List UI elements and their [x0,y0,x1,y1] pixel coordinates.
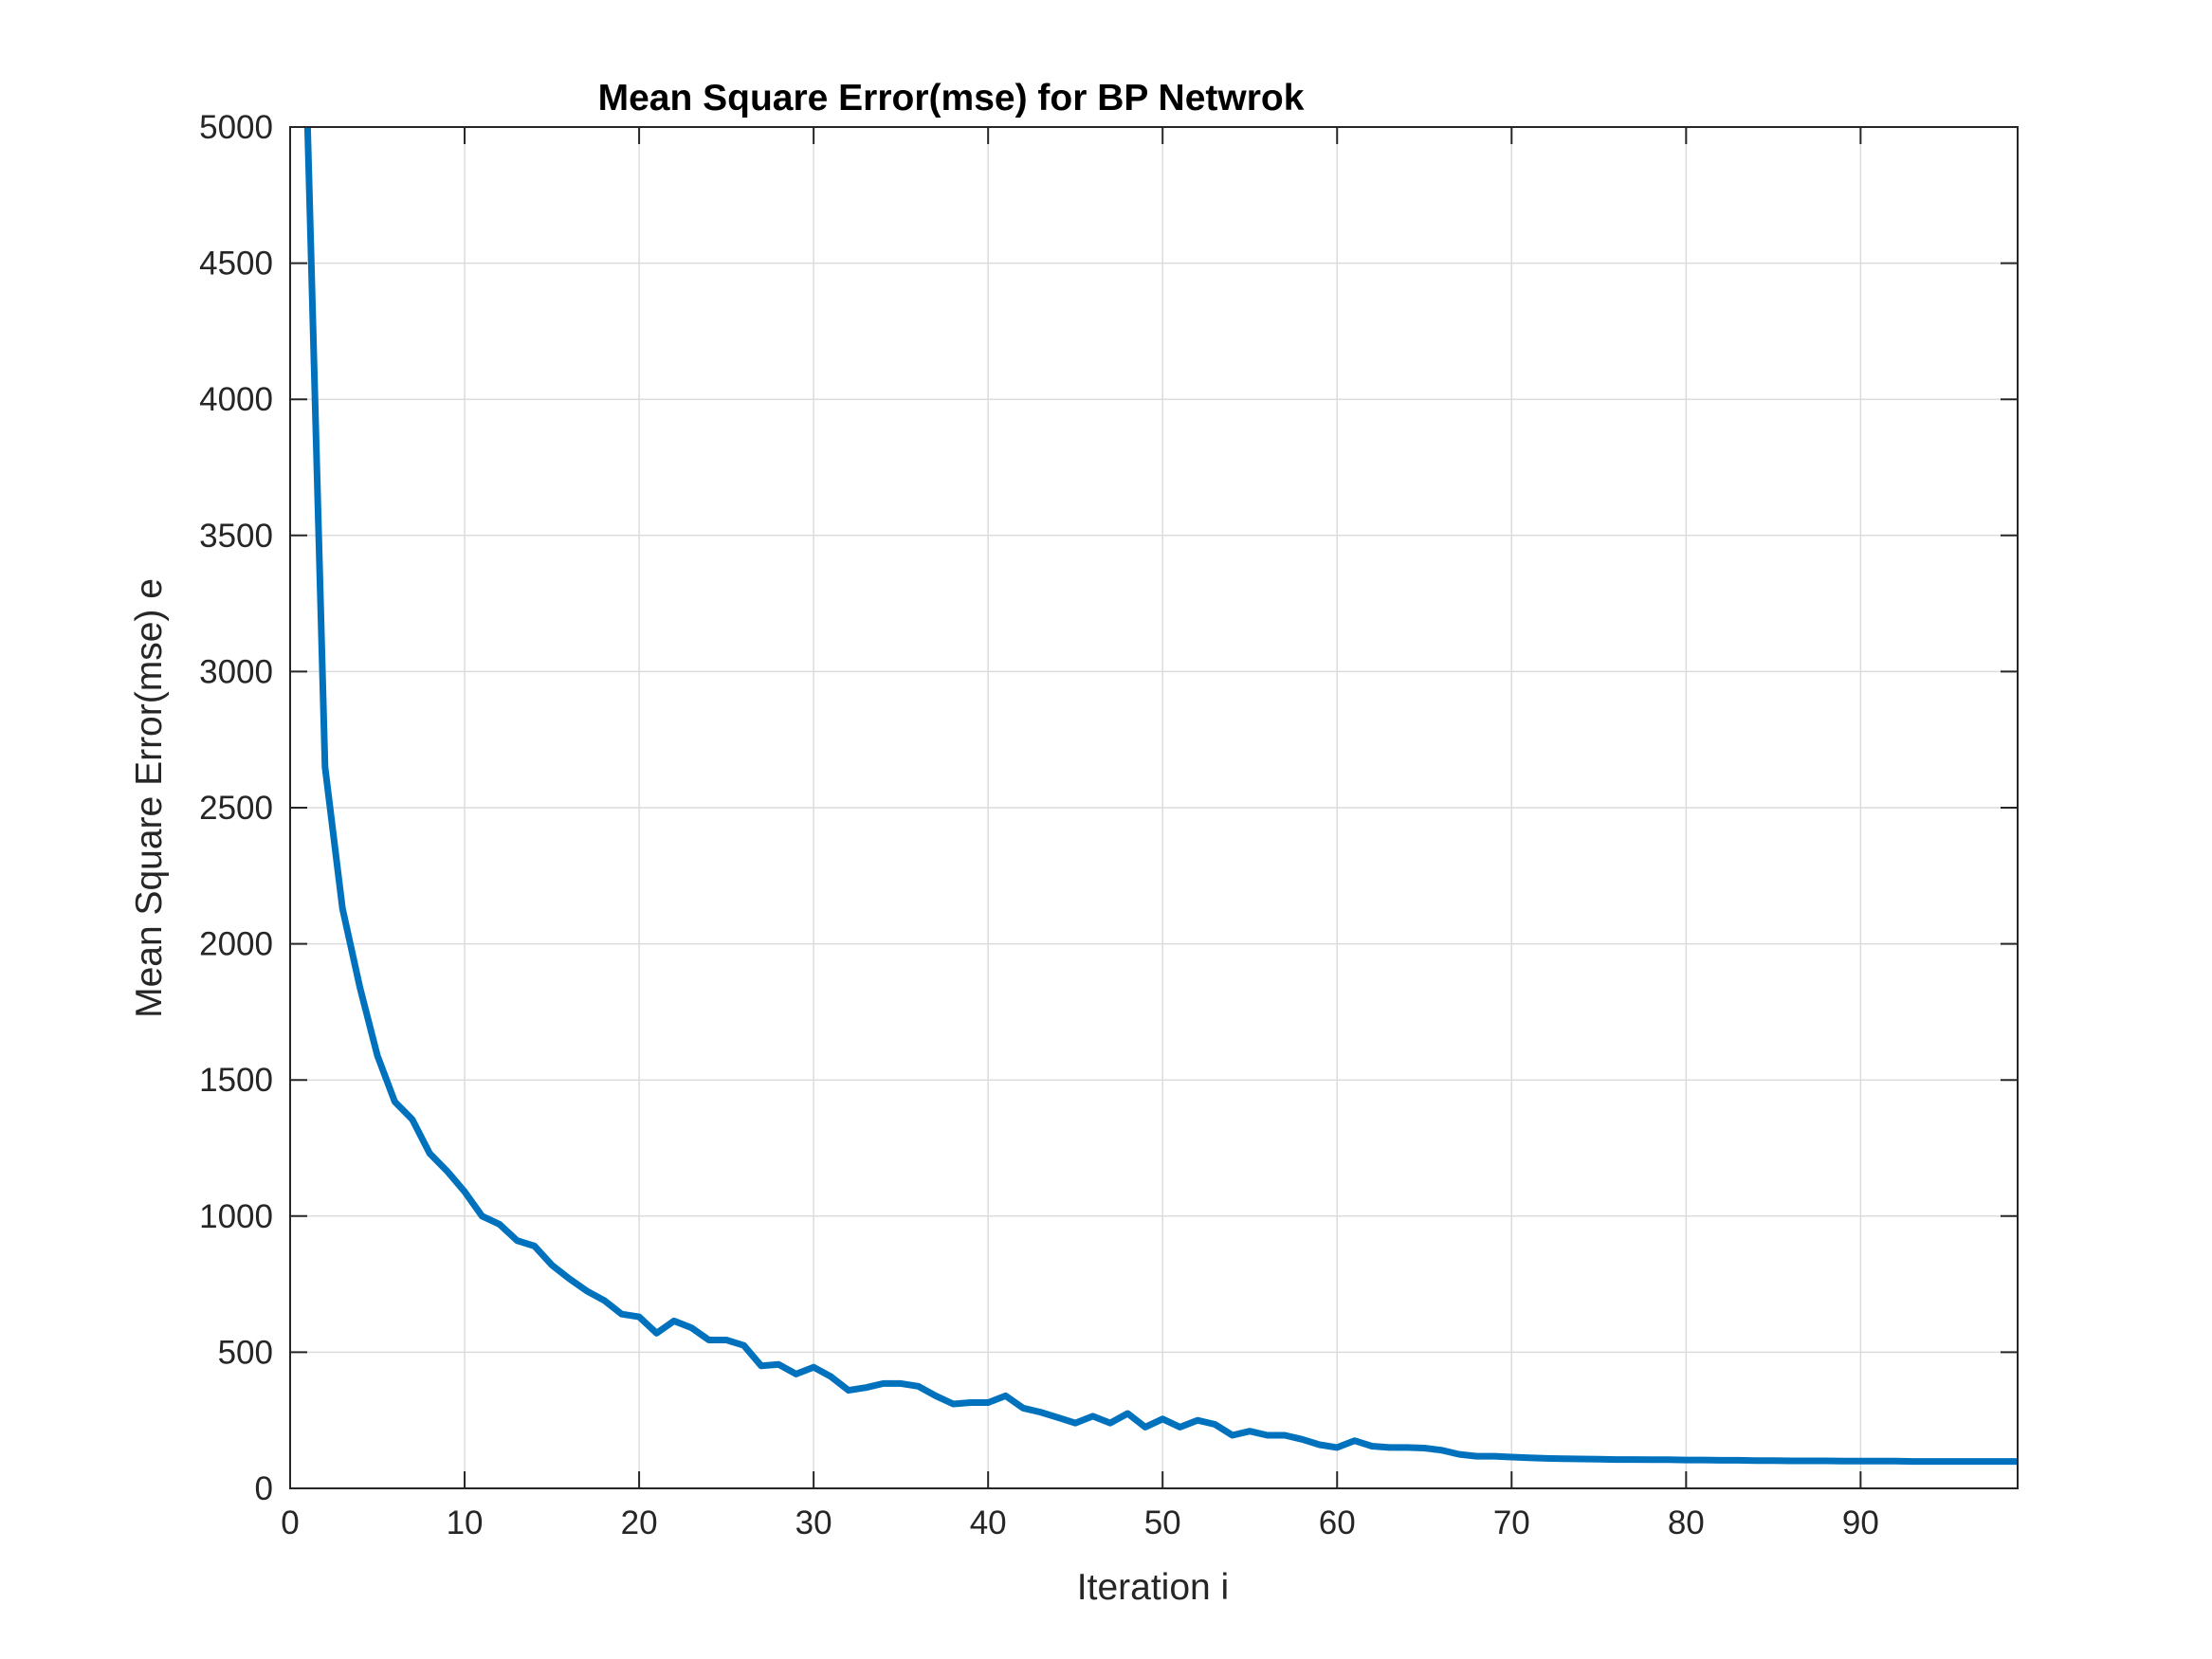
x-tick-label: 20 [621,1504,658,1541]
y-tick-label: 5000 [199,109,273,146]
x-axis-label: Iteration i [1077,1567,1229,1608]
x-tick-label: 0 [281,1504,299,1541]
x-tick-label: 10 [447,1504,484,1541]
y-tick-label: 3000 [199,653,273,690]
x-tick-label: 90 [1842,1504,1879,1541]
y-tick-label: 4500 [199,246,273,283]
x-tick-label: 80 [1668,1504,1705,1541]
plot-frame [289,126,2019,1489]
x-tick-label: 40 [970,1504,1007,1541]
y-tick-label: 2500 [199,790,273,827]
chart-title: Mean Square Error(mse) for BP Netwrok [598,78,1305,118]
y-tick-label: 0 [255,1470,273,1507]
y-tick-labels: 0 500 1000 1500 2000 2500 3000 3500 4000 4500 5000 [199,109,273,1507]
x-tick-label: 50 [1144,1504,1181,1541]
x-tick-label: 30 [795,1504,832,1541]
y-tick-label: 1500 [199,1062,273,1099]
grid-lines [289,126,2018,1489]
y-axis-label: Mean Square Error(mse) e [129,578,170,1018]
x-tick-label: 70 [1493,1504,1530,1541]
y-tick-label: 500 [218,1334,273,1371]
x-tick-label: 60 [1319,1504,1356,1541]
x-tick-labels: 0 10 20 30 40 50 60 70 80 90 [281,1504,1879,1541]
y-tick-label: 1000 [199,1198,273,1235]
y-tick-label: 2000 [199,926,273,963]
mse-series-line [303,127,2018,1466]
series-layer [303,127,2018,1466]
y-tick-label: 3500 [199,518,273,555]
y-tick-label: 4000 [199,381,273,418]
